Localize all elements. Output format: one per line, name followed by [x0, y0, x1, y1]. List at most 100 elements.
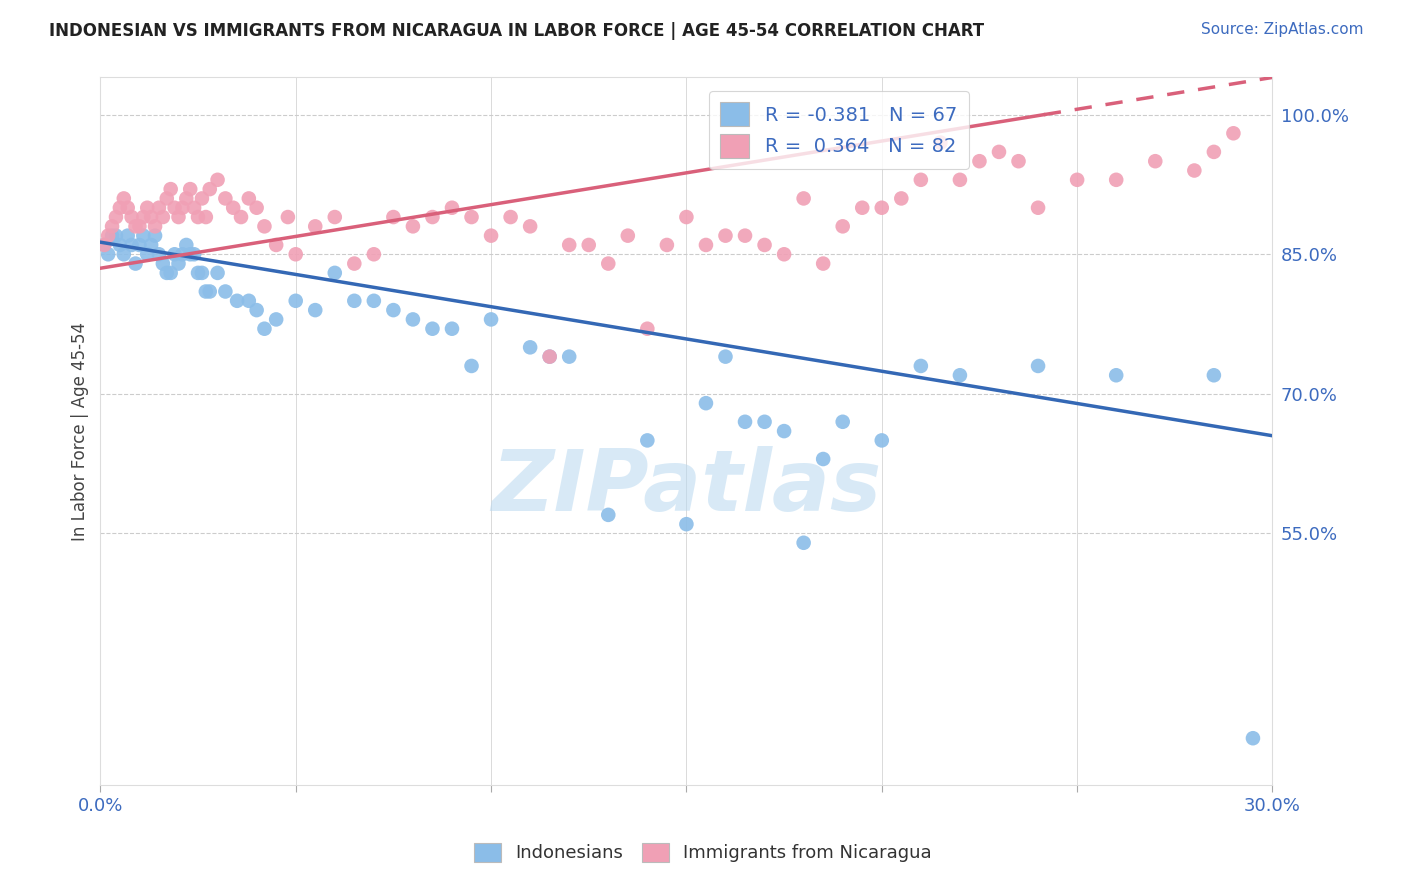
Point: [714, 350, 737, 364]
Point: [132, 210, 155, 224]
Point: [143, 228, 166, 243]
Point: [538, 350, 561, 364]
Point: [128, 219, 150, 234]
Point: [143, 219, 166, 234]
Y-axis label: In Labor Force | Age 45-54: In Labor Force | Age 45-54: [72, 322, 89, 541]
Point: [558, 350, 581, 364]
Point: [277, 210, 299, 224]
Point: [253, 322, 276, 336]
Point: [284, 293, 307, 308]
Point: [734, 228, 756, 243]
Point: [156, 266, 179, 280]
Point: [363, 247, 385, 261]
Point: [214, 285, 236, 299]
Point: [101, 219, 124, 234]
Point: [1182, 163, 1205, 178]
Point: [156, 191, 179, 205]
Point: [558, 238, 581, 252]
Point: [148, 247, 170, 261]
Point: [198, 285, 221, 299]
Point: [304, 219, 326, 234]
Point: [167, 210, 190, 224]
Point: [159, 182, 181, 196]
Point: [949, 173, 972, 187]
Point: [1026, 359, 1049, 373]
Point: [479, 228, 502, 243]
Point: [617, 228, 640, 243]
Point: [910, 173, 932, 187]
Point: [1202, 368, 1225, 383]
Point: [117, 201, 139, 215]
Point: [97, 247, 120, 261]
Point: [1241, 731, 1264, 746]
Point: [172, 201, 194, 215]
Point: [167, 256, 190, 270]
Point: [519, 219, 541, 234]
Point: [831, 219, 853, 234]
Legend: R = -0.381   N = 67, R =  0.364   N = 82: R = -0.381 N = 67, R = 0.364 N = 82: [709, 91, 969, 169]
Point: [890, 191, 912, 205]
Point: [97, 228, 120, 243]
Point: [108, 238, 131, 252]
Point: [988, 145, 1011, 159]
Point: [440, 322, 463, 336]
Point: [402, 219, 425, 234]
Point: [636, 322, 658, 336]
Point: [124, 256, 146, 270]
Point: [136, 247, 159, 261]
Point: [1144, 154, 1167, 169]
Point: [246, 201, 269, 215]
Point: [304, 303, 326, 318]
Point: [1066, 173, 1088, 187]
Point: [179, 182, 201, 196]
Point: [198, 182, 221, 196]
Point: [636, 434, 658, 448]
Point: [910, 359, 932, 373]
Point: [695, 396, 717, 410]
Point: [253, 219, 276, 234]
Point: [132, 228, 155, 243]
Point: [538, 350, 561, 364]
Legend: Indonesians, Immigrants from Nicaragua: Indonesians, Immigrants from Nicaragua: [467, 836, 939, 870]
Point: [929, 136, 952, 150]
Point: [152, 256, 174, 270]
Point: [969, 154, 991, 169]
Point: [226, 293, 249, 308]
Point: [191, 191, 214, 205]
Point: [1202, 145, 1225, 159]
Point: [1007, 154, 1029, 169]
Point: [402, 312, 425, 326]
Point: [191, 266, 214, 280]
Point: [222, 201, 245, 215]
Point: [675, 210, 697, 224]
Point: [112, 191, 135, 205]
Point: [264, 312, 287, 326]
Point: [152, 210, 174, 224]
Point: [343, 256, 366, 270]
Point: [176, 238, 198, 252]
Point: [440, 201, 463, 215]
Point: [773, 247, 796, 261]
Point: [695, 238, 717, 252]
Point: [811, 256, 834, 270]
Point: [194, 210, 217, 224]
Point: [949, 368, 972, 383]
Point: [793, 191, 815, 205]
Point: [128, 238, 150, 252]
Point: [714, 228, 737, 243]
Point: [754, 238, 776, 252]
Text: Source: ZipAtlas.com: Source: ZipAtlas.com: [1201, 22, 1364, 37]
Point: [187, 210, 209, 224]
Point: [598, 508, 620, 522]
Point: [851, 201, 873, 215]
Point: [159, 266, 181, 280]
Point: [104, 228, 127, 243]
Point: [479, 312, 502, 326]
Point: [121, 210, 143, 224]
Point: [163, 201, 186, 215]
Point: [519, 340, 541, 354]
Point: [811, 452, 834, 467]
Point: [598, 256, 620, 270]
Point: [104, 210, 127, 224]
Point: [754, 415, 776, 429]
